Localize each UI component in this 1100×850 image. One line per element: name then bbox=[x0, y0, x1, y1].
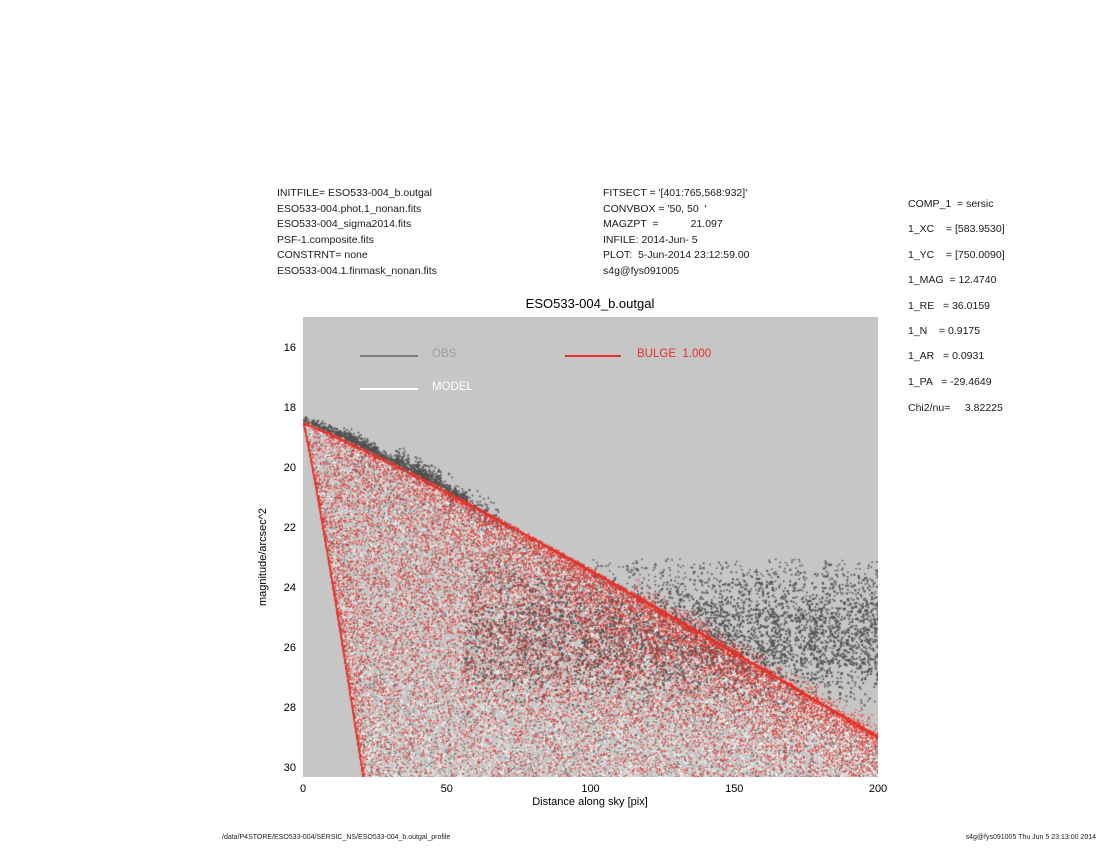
fit-setting-line: MAGZPT = 21.097 bbox=[603, 218, 723, 230]
fit-result-line: 1_XC = [583.9530] bbox=[908, 223, 1005, 236]
fit-result-line: 1_PA = -29.4649 bbox=[908, 375, 992, 388]
x-tick-label: 200 bbox=[868, 783, 888, 795]
y-tick-label: 22 bbox=[283, 521, 296, 534]
chi2-value: Chi2/nu= 3.82225 bbox=[908, 402, 1003, 414]
y-tick-label: 26 bbox=[283, 641, 296, 654]
y-tick-label: 20 bbox=[283, 461, 296, 474]
footer-user-timestamp: s4g@fys091005 Thu Jun 5 23:13:00 2014 bbox=[965, 834, 1096, 841]
x-tick-label: 100 bbox=[581, 783, 600, 795]
fit-setting-line: CONVBOX = '50, 50 ' bbox=[603, 202, 707, 215]
legend-model-line bbox=[360, 388, 418, 390]
y-tick-label: 16 bbox=[283, 341, 296, 354]
input-file-line: INITFILE= ESO533-004_b.outgal bbox=[277, 187, 432, 199]
fit-result-line: 1_YC = [750.0090] bbox=[908, 248, 1005, 261]
legend-bulge-label: BULGE 1.000 bbox=[637, 348, 712, 360]
header-block-fit-settings: FITSECT = '[401:765,568:932]' CONVBOX = '… bbox=[603, 186, 750, 279]
plot-area: OBS MODEL BULGE 1.000 bbox=[303, 317, 878, 777]
fit-result-line: 1_AR = 0.0931 bbox=[908, 350, 985, 363]
x-tick-label: 0 bbox=[299, 783, 307, 795]
fit-result-line: 1_N = 0.9175 bbox=[908, 325, 981, 338]
input-file-line: ESO533-004_sigma2014.fits bbox=[277, 218, 412, 230]
input-file-line: CONSTRNT= none bbox=[277, 249, 368, 261]
input-file-line: ESO533-004.phot.1_nonan.fits bbox=[277, 202, 422, 215]
input-file-line: PSF-1.composite.fits bbox=[277, 233, 374, 246]
legend-obs-label: OBS bbox=[432, 348, 457, 360]
fit-setting-line: PLOT: 5-Jun-2014 23:12:59.00 bbox=[603, 249, 750, 261]
fit-result-line: 1_RE = 36.0159 bbox=[908, 299, 991, 312]
fit-setting-line: s4g@fys091005 bbox=[603, 264, 680, 277]
fit-setting-line: FITSECT = '[401:765,568:932]' bbox=[603, 187, 748, 199]
fit-result-line: 1_MAG = 12.4740 bbox=[908, 274, 997, 287]
legend-model-label: MODEL bbox=[432, 381, 473, 393]
scatter-canvas bbox=[303, 317, 878, 777]
fit-result-line: COMP_1 = sersic bbox=[908, 198, 994, 210]
header-block-input-files: INITFILE= ESO533-004_b.outgal ESO533-004.… bbox=[277, 186, 437, 279]
header-block-fit-results: COMP_1 = sersic 1_XC = [583.9530] 1_YC = [… bbox=[908, 192, 1005, 395]
y-tick-label: 24 bbox=[283, 581, 296, 594]
footer-output-path: /data/P4STORE/ESO533-004/SERSIC_NS/ESO53… bbox=[222, 834, 451, 841]
x-axis-label: Distance along sky [pix] bbox=[532, 796, 648, 808]
y-tick-label: 28 bbox=[283, 701, 296, 714]
input-file-line: ESO533-004.1.finmask_nonan.fits bbox=[277, 264, 437, 277]
legend-obs-line bbox=[360, 355, 418, 357]
y-tick-label: 18 bbox=[283, 401, 296, 414]
x-tick-label: 50 bbox=[440, 783, 453, 795]
x-tick-label: 150 bbox=[725, 783, 744, 795]
chart-title: ESO533-004_b.outgal bbox=[525, 296, 655, 311]
legend-bulge-line bbox=[565, 355, 621, 357]
y-tick-label: 30 bbox=[283, 761, 296, 774]
fit-setting-line: INFILE: 2014-Jun- 5 bbox=[603, 233, 698, 246]
